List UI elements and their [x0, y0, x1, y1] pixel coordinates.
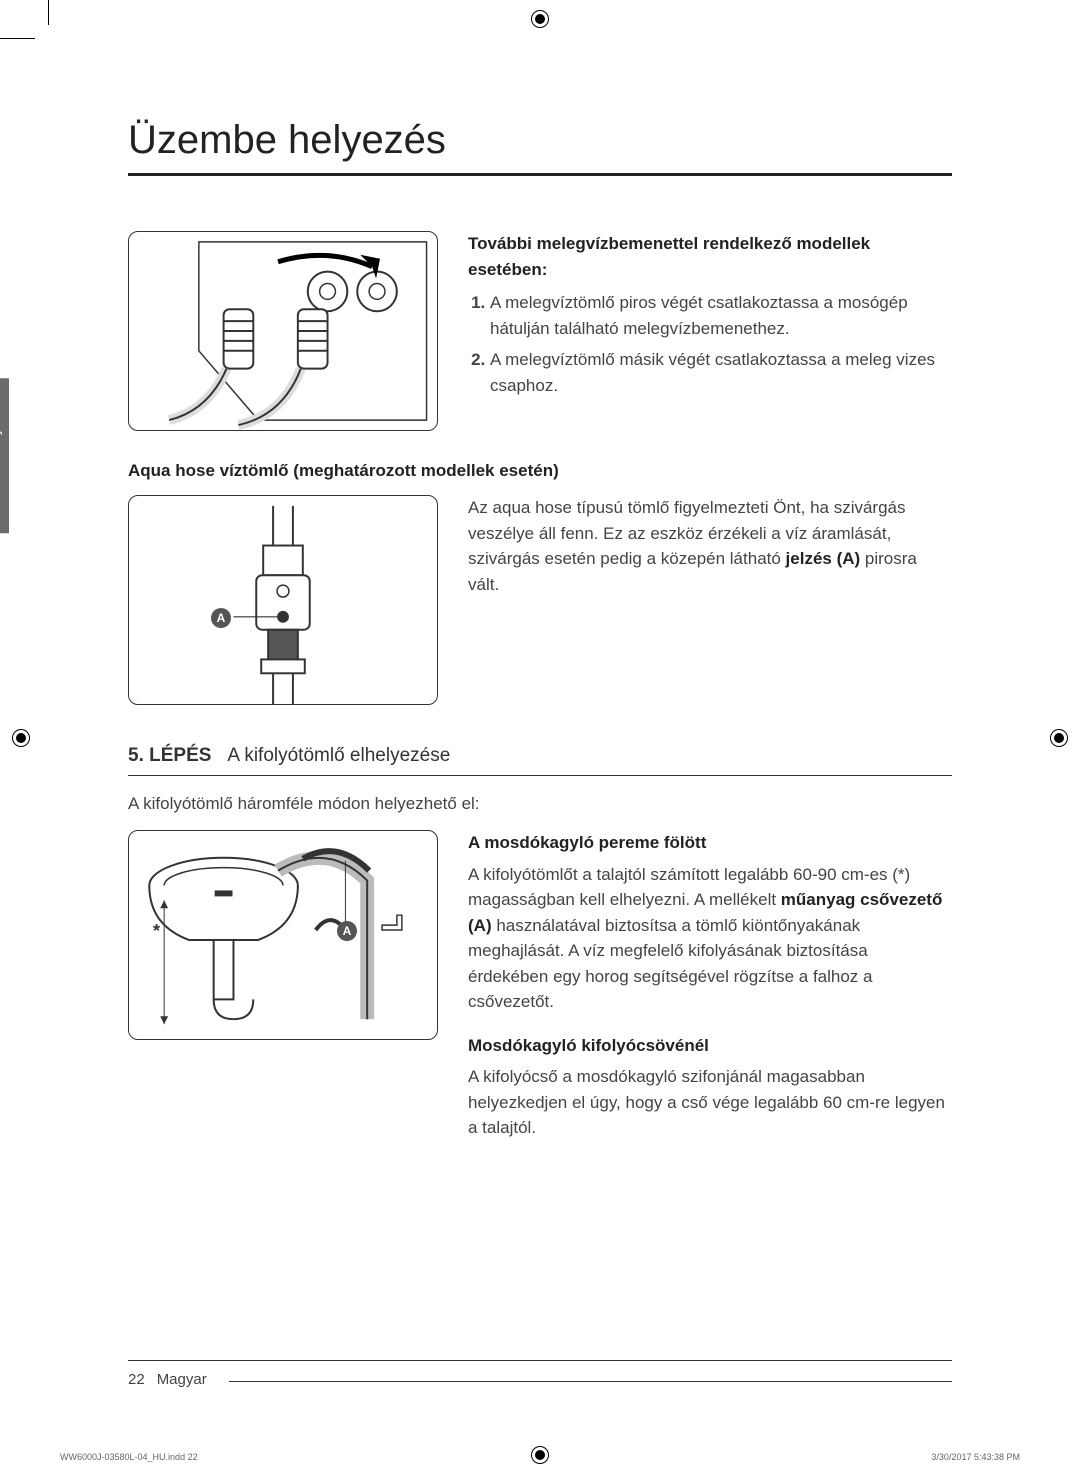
section1-text: További melegvízbemenettel rendelkező mo… [468, 231, 952, 431]
badge-a-drain: A [337, 921, 357, 941]
print-file: WW6000J-03580L-04_HU.indd 22 [60, 1452, 198, 1462]
section2-bold: jelzés (A) [786, 549, 861, 568]
badge-a: A [211, 608, 231, 628]
section-hot-water: További melegvízbemenettel rendelkező mo… [128, 231, 952, 431]
step5-intro: A kifolyótömlő háromféle módon helyezhet… [128, 794, 952, 814]
illustration-hoses [128, 231, 438, 431]
p1-body: A kifolyótömlőt a talajtól számított leg… [468, 862, 952, 1015]
section1-heading: További melegvízbemenettel rendelkező mo… [468, 231, 952, 282]
illustration-drain: A * [128, 830, 438, 1040]
registration-mark [1050, 729, 1068, 747]
registration-mark [12, 729, 30, 747]
step5-title: A kifolyótömlő elhelyezése [227, 745, 450, 766]
step5-number: 5. LÉPÉS [128, 745, 211, 766]
page-language: Magyar [157, 1371, 207, 1388]
p1-head: A mosdókagyló pereme fölött [468, 830, 952, 856]
section1-list: A melegvíztömlő piros végét csatlakoztas… [490, 290, 952, 398]
section2-subhead: Aqua hose víztömlő (meghatározott modell… [128, 461, 952, 481]
section2-text: Az aqua hose típusú tömlő figyelmezteti … [468, 495, 952, 705]
illustration-aqua-hose: A [128, 495, 438, 705]
star-marker: * [153, 921, 160, 942]
crop-mark [48, 0, 49, 25]
page-footer: 22 Magyar [128, 1360, 952, 1388]
step5-heading: 5. LÉPÉS A kifolyótömlő elhelyezése [128, 745, 952, 776]
registration-mark [531, 10, 549, 28]
p2-head: Mosdókagyló kifolyócsövénél [468, 1033, 952, 1059]
p1-b: használatával biztosítsa a tömlő kiöntőn… [468, 916, 873, 1012]
crop-mark [0, 38, 35, 39]
print-metadata: WW6000J-03580L-04_HU.indd 22 3/30/2017 5… [60, 1452, 1020, 1462]
section-drain: A * A mosdókagyló pereme fölött A kifoly… [128, 830, 952, 1159]
p2-body: A kifolyócső a mosdókagyló szifonjánál m… [468, 1064, 952, 1141]
section1-item-2: A melegvíztömlő másik végét csatlakoztas… [490, 347, 952, 398]
section-aqua-hose: A Az aqua hose típusú tömlő figyelmeztet… [128, 495, 952, 705]
side-tab: Üzembe helyezés [0, 378, 9, 533]
page-title: Üzembe helyezés [128, 118, 952, 176]
page-number: 22 [128, 1371, 145, 1388]
page-content: Üzembe helyezés Üzembe helyezés [48, 38, 1032, 1438]
print-timestamp: 3/30/2017 5:43:38 PM [931, 1452, 1020, 1462]
footer-rule [229, 1381, 952, 1388]
section1-item-1: A melegvíztömlő piros végét csatlakoztas… [490, 290, 952, 341]
step5-text: A mosdókagyló pereme fölött A kifolyótöm… [468, 830, 952, 1159]
